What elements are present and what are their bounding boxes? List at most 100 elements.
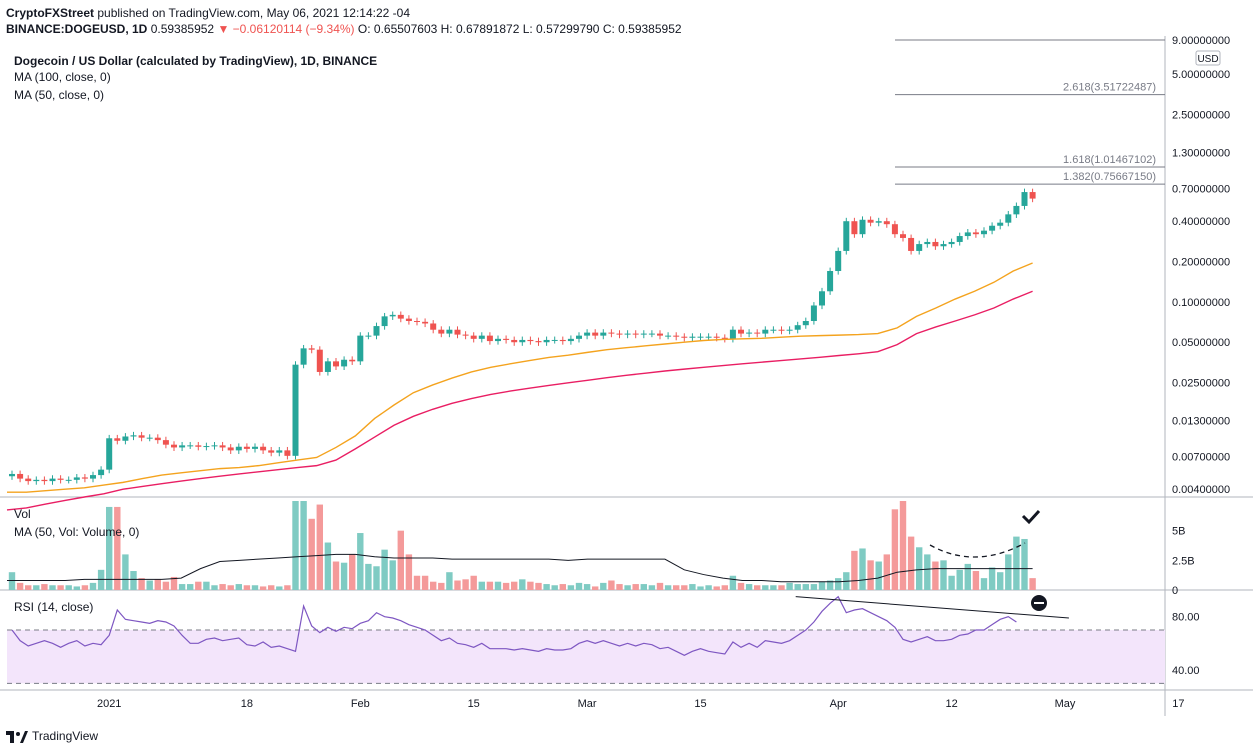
volume-bar (980, 578, 988, 590)
volume-bar (729, 575, 737, 590)
candle-body (900, 234, 906, 238)
volume-bar (721, 585, 728, 590)
volume-bar (802, 584, 809, 590)
candle-body (446, 329, 453, 334)
time-tick-label: May (1055, 698, 1076, 710)
header-publish-line: CryptoFXStreet published on TradingView.… (6, 6, 410, 20)
volume-bar (640, 584, 647, 590)
volume-bar (972, 571, 980, 590)
symbol-label: BINANCE:DOGEUSD, 1D (6, 22, 148, 36)
candle-body (551, 339, 558, 341)
candle-body (81, 477, 88, 479)
volume-bar (543, 584, 550, 590)
candle-body (527, 339, 534, 342)
volume-bar (608, 580, 615, 590)
candle-body (292, 364, 299, 456)
price-tick-label: 9.00000000 (1172, 35, 1230, 47)
candle-body (9, 473, 15, 477)
candle-body (567, 338, 574, 342)
volume-bar (146, 580, 153, 590)
volume-bar (956, 569, 963, 590)
volume-bar (616, 584, 623, 590)
price-tick-label: 0.20000000 (1172, 257, 1230, 269)
candle-body (657, 333, 663, 336)
footer-brand: TradingView (32, 729, 99, 743)
fib-level-label: 1.382(0.75667150) (1063, 171, 1156, 183)
check-icon (1021, 509, 1041, 525)
candle-body (1013, 205, 1020, 215)
currency-label: USD (1197, 54, 1218, 65)
volume-bar (705, 585, 712, 590)
candle-body (778, 329, 785, 331)
volume-bar (462, 579, 469, 590)
volume-bar (349, 554, 356, 590)
volume-bar (332, 561, 340, 590)
volume-bar (219, 584, 226, 590)
volume-bar (413, 575, 421, 590)
ohlc-l: L: 0.57299790 (522, 22, 600, 36)
candle-body (648, 333, 655, 335)
time-tick-label: 17 (1172, 698, 1184, 710)
candle-body (106, 438, 113, 470)
volume-bar (243, 585, 251, 590)
volume-bar (97, 569, 105, 590)
candle-body (90, 475, 96, 479)
volume-bar (373, 566, 380, 590)
volume-bar (397, 530, 404, 590)
volume-bar (826, 580, 834, 590)
candle-body (422, 321, 429, 324)
currency-badge (1195, 50, 1221, 66)
volume-bar (924, 554, 931, 590)
candle-body (414, 321, 420, 323)
candle-body (802, 321, 809, 326)
candle-body (300, 348, 307, 365)
legend-volume: Vol (14, 507, 31, 521)
volume-bar (292, 501, 299, 590)
ohlc-o: O: 0.65507603 (357, 22, 438, 36)
price-tick-label: 0.40000000 (1172, 216, 1230, 228)
volume-ma-line (7, 553, 1033, 583)
candle-body (211, 445, 218, 447)
candle-body (252, 446, 258, 449)
volume-bar (268, 585, 275, 590)
volume-bar (81, 585, 89, 590)
volume-bar (114, 506, 121, 590)
volume-bar (41, 584, 48, 590)
volume-bar (673, 585, 680, 590)
volume-bar (276, 586, 283, 590)
candle-body (243, 446, 250, 449)
volume-bar (519, 579, 526, 590)
candle-body (146, 437, 153, 439)
candle-body (576, 335, 582, 339)
volume-bar (438, 582, 445, 590)
legend-volume-ma: MA (50, Vol: Volume, 0) (14, 525, 140, 539)
volume-bar (502, 582, 510, 590)
volume-bar (818, 581, 826, 590)
volume-bar (122, 554, 129, 590)
candle-body (389, 314, 396, 317)
volume-bar (681, 585, 688, 590)
candle-body (543, 339, 550, 343)
volume-bar (25, 585, 32, 590)
candle-body (405, 318, 412, 322)
candle-body (203, 446, 210, 448)
candle-body (495, 338, 501, 342)
candle-body (1021, 192, 1028, 206)
volume-bar (859, 548, 866, 590)
footer: TradingView (6, 729, 98, 743)
candle-body (25, 478, 32, 482)
volume-bar (227, 585, 234, 590)
candle-body (624, 333, 631, 335)
ma50-line (7, 262, 1033, 493)
time-tick-label: Mar (578, 698, 597, 710)
candle-body (73, 477, 80, 480)
candle-body (454, 329, 461, 335)
volume-bar (559, 584, 566, 590)
candle-body (762, 329, 769, 334)
volume-tick-label: 2.5B (1172, 555, 1195, 567)
candle-body (171, 444, 177, 448)
candle-body (883, 221, 890, 225)
candle-body (430, 323, 437, 330)
candle-body (891, 224, 898, 235)
